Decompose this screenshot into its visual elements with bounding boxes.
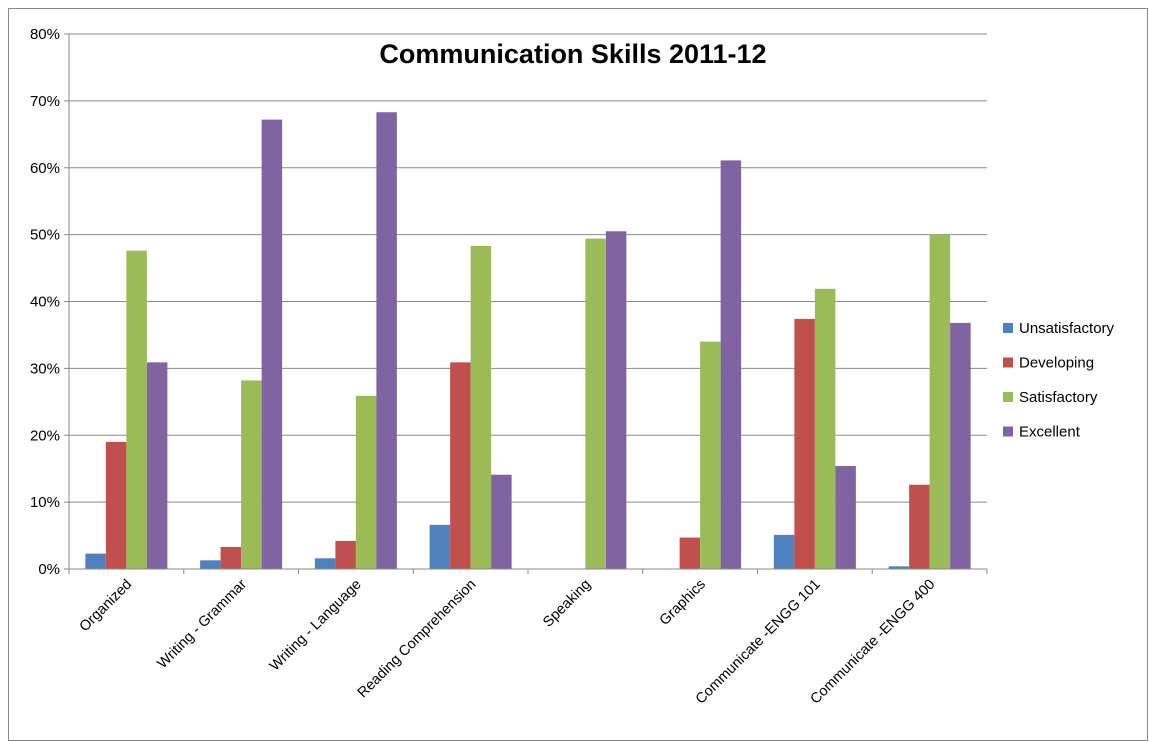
y-tick-label: 0% <box>38 561 60 578</box>
bar <box>700 341 721 569</box>
bar <box>773 534 795 569</box>
bar <box>450 362 471 569</box>
legend: Unsatisfactory Developing Satisfactory Exce… <box>1003 320 1115 441</box>
y-tick-label: 10% <box>30 494 60 511</box>
x-tick-label: Reading Comprehension <box>355 577 480 702</box>
y-tick-label: 70% <box>30 93 60 110</box>
legend-label: Excellent <box>1019 424 1081 441</box>
bar <box>241 380 262 569</box>
x-tick-label: Graphics <box>657 577 709 629</box>
bar <box>929 234 951 569</box>
x-tick-label: Speaking <box>540 577 594 631</box>
legend-swatch <box>1003 392 1013 402</box>
bar <box>126 250 147 570</box>
bar <box>679 537 701 569</box>
y-tick-label: 40% <box>30 294 60 311</box>
bar <box>335 540 356 569</box>
legend-label: Developing <box>1019 355 1094 372</box>
bar <box>909 484 930 569</box>
bars <box>85 112 971 570</box>
bar <box>470 245 492 569</box>
bar <box>585 238 606 569</box>
legend-swatch <box>1003 426 1013 437</box>
legend-swatch <box>1003 357 1013 368</box>
bar <box>220 546 242 569</box>
legend-label: Satisfactory <box>1019 389 1098 406</box>
x-tick-label: Communicate -ENGG 400 <box>807 577 938 708</box>
x-tick-label: Organized <box>77 577 136 636</box>
x-tick-label: Writing - Grammar <box>155 576 251 672</box>
bar <box>950 322 971 569</box>
bar <box>261 119 283 569</box>
bar <box>314 558 336 569</box>
bar <box>85 553 106 569</box>
bar <box>355 395 377 569</box>
legend-swatch <box>1003 323 1013 333</box>
bar <box>146 362 168 569</box>
bar <box>200 560 221 569</box>
axes: 0% 10% 20% 30% 40% 50% 60% 70% 80% Organized Writi… <box>30 26 988 708</box>
legend-label: Unsatisfactory <box>1019 320 1115 337</box>
bar <box>605 231 627 569</box>
bar <box>814 288 836 569</box>
bar <box>794 318 815 569</box>
bar <box>720 160 742 570</box>
bar <box>105 441 127 569</box>
x-tick-label: Writing - Language <box>267 577 365 675</box>
chart-title: Communication Skills 2011-12 <box>379 39 766 69</box>
y-tick-label: 20% <box>30 427 60 444</box>
y-tick-label: 60% <box>30 160 60 177</box>
bar <box>429 524 451 569</box>
bar <box>835 466 856 569</box>
bar <box>888 566 910 569</box>
y-tick-label: 80% <box>30 26 60 43</box>
y-tick-label: 30% <box>30 360 60 377</box>
bar <box>376 112 397 570</box>
y-tick-label: 50% <box>30 227 60 244</box>
bar <box>491 474 512 569</box>
x-tick-label: Communicate -ENGG 101 <box>693 577 824 708</box>
